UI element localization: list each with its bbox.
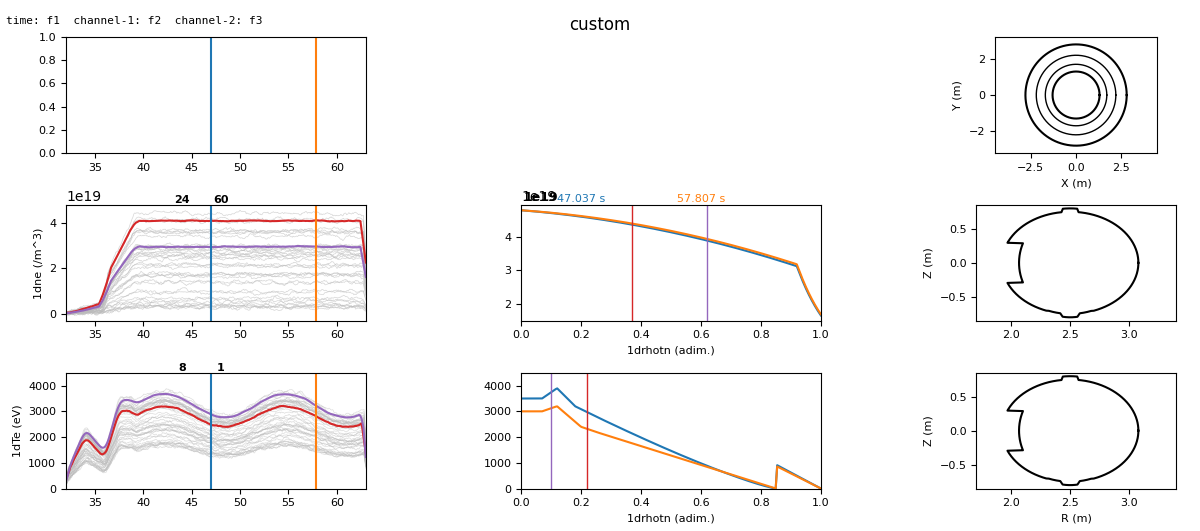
Y-axis label: Y (m): Y (m) [953,80,962,110]
Text: time: f1  channel-1: f2  channel-2: f3: time: f1 channel-1: f2 channel-2: f3 [6,16,263,26]
X-axis label: R (m): R (m) [1061,514,1092,524]
Y-axis label: Z (m): Z (m) [924,415,934,446]
Text: 1: 1 [217,363,224,373]
Y-axis label: 1dne (/m^3): 1dne (/m^3) [34,227,43,298]
Text: 47.037 s: 47.037 s [557,194,605,204]
X-axis label: X (m): X (m) [1061,178,1092,188]
X-axis label: 1drhotn (adim.): 1drhotn (adim.) [628,346,715,356]
Text: 1e19: 1e19 [524,191,559,204]
Y-axis label: 1dTe (eV): 1dTe (eV) [12,404,23,457]
Text: 60: 60 [212,195,228,205]
Text: custom: custom [569,16,631,34]
Text: 57.807 s: 57.807 s [677,194,725,204]
Text: 8: 8 [178,363,186,373]
X-axis label: 1drhotn (adim.): 1drhotn (adim.) [628,514,715,524]
Y-axis label: Z (m): Z (m) [924,247,934,278]
Text: 24: 24 [174,195,190,205]
